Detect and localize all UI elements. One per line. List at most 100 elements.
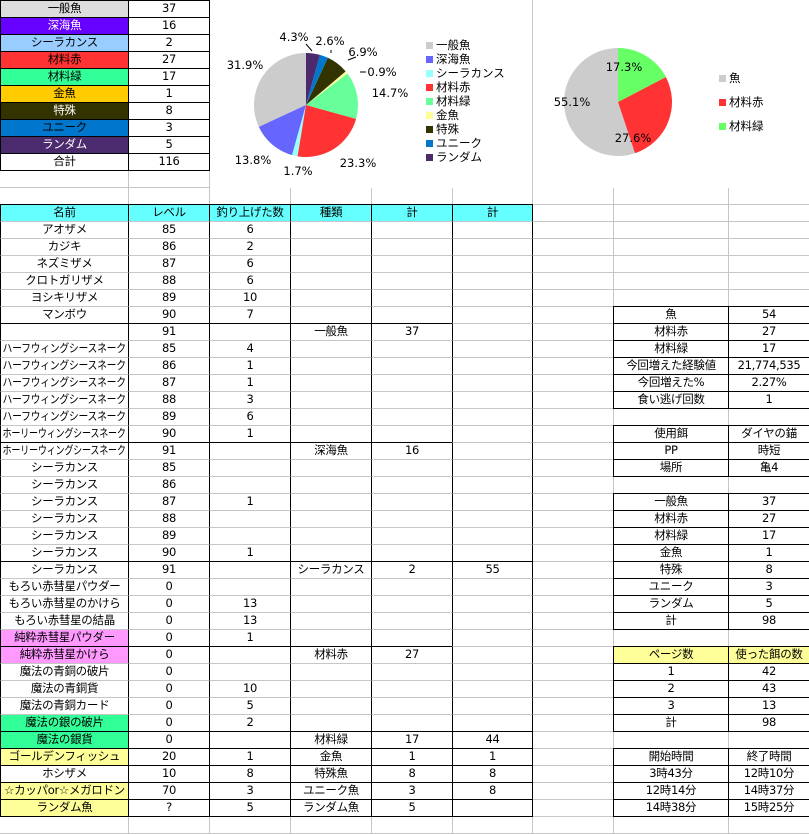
type-cell[interactable]: 一般魚: [290, 323, 372, 341]
breakdown-label-cell[interactable]: 特殊: [613, 561, 729, 579]
column-header-1[interactable]: レベル: [128, 204, 210, 222]
grid-cell[interactable]: [728, 238, 809, 256]
caught-count-cell[interactable]: 7: [209, 306, 291, 324]
grid-cell[interactable]: [728, 255, 809, 273]
subtotal-cell[interactable]: 3: [371, 782, 453, 800]
fish-name-cell[interactable]: ホシザメ: [0, 765, 129, 783]
grid-cell[interactable]: [532, 306, 614, 324]
caught-count-cell[interactable]: [209, 323, 291, 341]
subtotal-cell[interactable]: 1: [371, 748, 453, 766]
grid-cell[interactable]: [0, 187, 129, 205]
level-cell[interactable]: 91: [128, 323, 210, 341]
stats-label-cell[interactable]: 食い逃げ回数: [613, 391, 729, 409]
grid-cell[interactable]: [290, 187, 372, 205]
breakdown-label-cell[interactable]: 材料緑: [613, 527, 729, 545]
total-cell[interactable]: [452, 459, 533, 477]
fish-name-cell[interactable]: ハーフウィングシースネーク: [0, 391, 129, 409]
times-value-cell[interactable]: 14時37分: [728, 782, 809, 800]
stats-label-cell[interactable]: 今回増えた経験値: [613, 357, 729, 375]
total-cell[interactable]: 8: [452, 782, 533, 800]
times-label-cell[interactable]: 開始時間: [613, 748, 729, 766]
grid-cell[interactable]: [532, 748, 614, 766]
grid-cell[interactable]: [532, 476, 614, 494]
grid-cell[interactable]: [532, 782, 614, 800]
caught-count-cell[interactable]: 1: [209, 748, 291, 766]
fish-name-cell[interactable]: 魔法の銀の破片: [0, 714, 129, 732]
grid-cell[interactable]: [128, 187, 210, 205]
grid-cell[interactable]: [452, 187, 533, 205]
total-cell[interactable]: 8: [452, 765, 533, 783]
type-cell[interactable]: [290, 612, 372, 630]
breakdown-label-cell[interactable]: ユニーク: [613, 578, 729, 596]
column-header-5[interactable]: 計: [452, 204, 533, 222]
grid-cell[interactable]: [532, 646, 614, 664]
subtotal-cell[interactable]: [371, 663, 453, 681]
subtotal-cell[interactable]: [371, 459, 453, 477]
total-cell[interactable]: [452, 340, 533, 358]
total-cell[interactable]: [452, 442, 533, 460]
caught-count-cell[interactable]: 6: [209, 255, 291, 273]
total-cell[interactable]: [452, 357, 533, 375]
grid-cell[interactable]: [532, 221, 614, 239]
level-cell[interactable]: 87: [128, 255, 210, 273]
type-cell[interactable]: [290, 510, 372, 528]
pages-value-cell[interactable]: 98: [728, 714, 809, 732]
pie-slice-3[interactable]: [297, 105, 357, 157]
summary-value-cell[interactable]: 27: [128, 51, 210, 69]
total-cell[interactable]: 1: [452, 748, 533, 766]
level-cell[interactable]: 86: [128, 476, 210, 494]
type-cell[interactable]: [290, 238, 372, 256]
summary-value-cell[interactable]: 2: [128, 34, 210, 52]
subtotal-cell[interactable]: [371, 493, 453, 511]
total-cell[interactable]: [452, 799, 533, 817]
type-cell[interactable]: [290, 714, 372, 732]
fish-name-cell[interactable]: ランダム魚: [0, 799, 129, 817]
subtotal-cell[interactable]: [371, 680, 453, 698]
subtotal-cell[interactable]: [371, 714, 453, 732]
pie-slice-1[interactable]: [618, 77, 672, 154]
summary-value-cell[interactable]: 17: [128, 68, 210, 86]
level-cell[interactable]: 0: [128, 612, 210, 630]
fish-name-cell[interactable]: シーラカンス: [0, 561, 129, 579]
grid-cell[interactable]: [532, 714, 614, 732]
times-value-cell[interactable]: 15時25分: [728, 799, 809, 817]
level-cell[interactable]: 0: [128, 646, 210, 664]
grid-cell[interactable]: [728, 289, 809, 307]
times-label-cell[interactable]: 14時38分: [613, 799, 729, 817]
times-label-cell[interactable]: 3時43分: [613, 765, 729, 783]
type-cell[interactable]: 特殊魚: [290, 765, 372, 783]
fish-name-cell[interactable]: シーラカンス: [0, 459, 129, 477]
total-cell[interactable]: [452, 238, 533, 256]
type-cell[interactable]: [290, 697, 372, 715]
level-cell[interactable]: 20: [128, 748, 210, 766]
fish-name-cell[interactable]: ネズミザメ: [0, 255, 129, 273]
level-cell[interactable]: 89: [128, 527, 210, 545]
caught-count-cell[interactable]: 2: [209, 238, 291, 256]
fish-name-cell[interactable]: クロトガリザメ: [0, 272, 129, 290]
fish-name-cell[interactable]: ハーフウィングシースネーク: [0, 357, 129, 375]
type-cell[interactable]: [290, 272, 372, 290]
stats-value-cell[interactable]: 17: [728, 340, 809, 358]
caught-count-cell[interactable]: 6: [209, 408, 291, 426]
grid-cell[interactable]: [613, 255, 729, 273]
subtotal-cell[interactable]: [371, 595, 453, 613]
total-cell[interactable]: [452, 289, 533, 307]
grid-cell[interactable]: [532, 680, 614, 698]
breakdown-value-cell[interactable]: 98: [728, 612, 809, 630]
type-cell[interactable]: 深海魚: [290, 442, 372, 460]
caught-count-cell[interactable]: 1: [209, 493, 291, 511]
type-cell[interactable]: [290, 221, 372, 239]
type-cell[interactable]: [290, 527, 372, 545]
level-cell[interactable]: 91: [128, 442, 210, 460]
level-cell[interactable]: 91: [128, 561, 210, 579]
subtotal-cell[interactable]: [371, 238, 453, 256]
pie-slice-4[interactable]: [306, 73, 358, 119]
caught-count-cell[interactable]: 13: [209, 612, 291, 630]
grid-cell[interactable]: [728, 187, 809, 205]
caught-count-cell[interactable]: 1: [209, 357, 291, 375]
caught-count-cell[interactable]: [209, 510, 291, 528]
stats-value-cell[interactable]: 21,774,535: [728, 357, 809, 375]
type-cell[interactable]: ランダム魚: [290, 799, 372, 817]
fish-name-cell[interactable]: ☆カッパor☆メガロドン: [0, 782, 129, 800]
breakdown-label-cell[interactable]: 計: [613, 612, 729, 630]
